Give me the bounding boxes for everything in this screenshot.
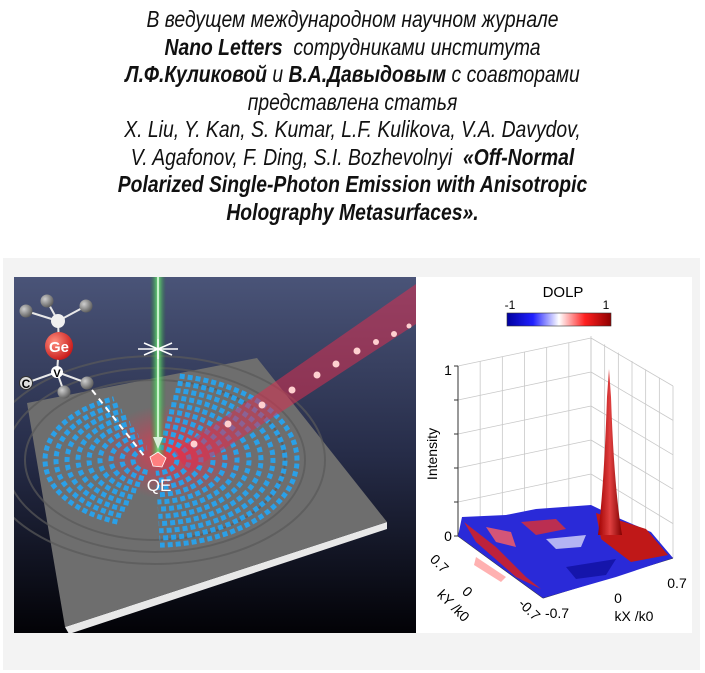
pillar-arc: [157, 409, 240, 512]
pillar-arc: [86, 420, 133, 500]
pillar-arc: [158, 394, 264, 527]
colorbar-title: DOLP: [543, 284, 584, 301]
z-tick-label: 0: [444, 528, 452, 544]
pillar-arc: [156, 423, 216, 498]
dashed-pointer: [91, 389, 146, 458]
author-list: X. Liu, Y. Kan, S. Kumar, L.F. Kulikova,…: [124, 116, 581, 142]
pillar-arc: [119, 439, 145, 482]
intro-text: сотрудниками института: [293, 33, 541, 60]
text-line-1: В ведущем международном научном журнале: [56, 6, 648, 34]
text-line-8: Holography Metasurfaces».: [56, 199, 648, 227]
text-line-2: Nano Letters сотрудниками института: [56, 34, 648, 62]
ge-label: Ge: [49, 339, 69, 356]
arrow-down-icon: [153, 437, 163, 449]
y-tick-label: -0.7: [515, 595, 544, 624]
text-line-4: представлена статья: [56, 89, 648, 117]
z-axis-label: Intensity: [424, 428, 440, 480]
white-atom: [51, 314, 65, 328]
pillar-arc: [64, 408, 126, 513]
y-tick-label: 0: [459, 583, 476, 600]
author-name: Л.Ф.Куликовой: [125, 61, 267, 87]
photon-dots: [190, 323, 412, 448]
pillar-arc: [108, 433, 141, 488]
metasurface-pillars: [42, 373, 300, 548]
ge-atom: [45, 332, 73, 360]
quantum-emitter: [149, 451, 167, 468]
pillar-arc: [75, 414, 130, 506]
z-tick-label: 1: [444, 362, 452, 378]
pillar-arc: [53, 402, 122, 519]
slab-edge: [65, 522, 387, 633]
dolp-intensity-plot: DOLP -1 1 1 0 Intensity 0.7 0 -0.7 kY /k…: [416, 277, 692, 633]
x-axis-label: kX /k0: [615, 608, 654, 624]
z-ticks: [454, 365, 458, 537]
vacancy-atom: [51, 366, 63, 378]
author-name: В.А.Давыдовым: [288, 61, 447, 87]
article-title: Polarized Single-Photon Emission with An…: [117, 171, 588, 197]
pillar-arc: [159, 380, 288, 541]
gray-atoms: [19, 294, 94, 399]
qe-label: QE: [147, 476, 172, 495]
text-line-6: V. Agafonov, F. Ding, S.I. Bozhevolnyi «…: [56, 144, 648, 172]
intro-text: представлена статья: [247, 88, 458, 115]
pillar-arc: [159, 373, 300, 548]
text-line-3: Л.Ф.Куликовой и В.А.Давыдовым с соавтора…: [56, 61, 648, 89]
x-tick-label: 0: [614, 590, 622, 606]
pillar-arc: [158, 387, 276, 534]
text-line-5: X. Liu, Y. Kan, S. Kumar, L.F. Kulikova,…: [56, 116, 648, 144]
y-tick-label: 0.7: [427, 551, 452, 576]
pillar-arc: [157, 416, 228, 505]
colorbar: [506, 312, 612, 327]
c-label: C: [22, 377, 31, 391]
colorbar-max-label: 1: [603, 298, 610, 312]
announcement-text: В ведущем международном научном журнале …: [0, 6, 705, 226]
conjunction: и: [272, 61, 284, 87]
polarization-icon: [138, 339, 178, 359]
article-title: «Off-Normal: [462, 143, 575, 170]
emission-beam: [174, 284, 416, 472]
x-tick-label: 0.7: [667, 575, 687, 591]
x-tick-label: -0.7: [545, 605, 569, 621]
pillar-arc: [158, 402, 252, 519]
carbon-atom: [19, 376, 33, 390]
journal-name: Nano Letters: [164, 33, 283, 60]
surface-texture: [464, 513, 668, 589]
colorbar-min-label: -1: [505, 298, 516, 312]
intensity-peak: [598, 369, 622, 535]
pillar-arc: [155, 444, 180, 476]
pillar-arc: [97, 426, 137, 494]
article-title: Holography Metasurfaces».: [226, 198, 479, 225]
intro-text: В ведущем международном научном журнале: [146, 6, 559, 32]
metasurface-illustration: QE Ge V C: [14, 277, 416, 633]
intro-text: с соавторами: [451, 61, 580, 87]
text-line-7: Polarized Single-Photon Emission with An…: [56, 171, 648, 199]
author-list: V. Agafonov, F. Ding, S.I. Bozhevolnyi: [130, 143, 453, 170]
v-label: V: [53, 368, 61, 380]
pillar-arc: [42, 396, 118, 525]
